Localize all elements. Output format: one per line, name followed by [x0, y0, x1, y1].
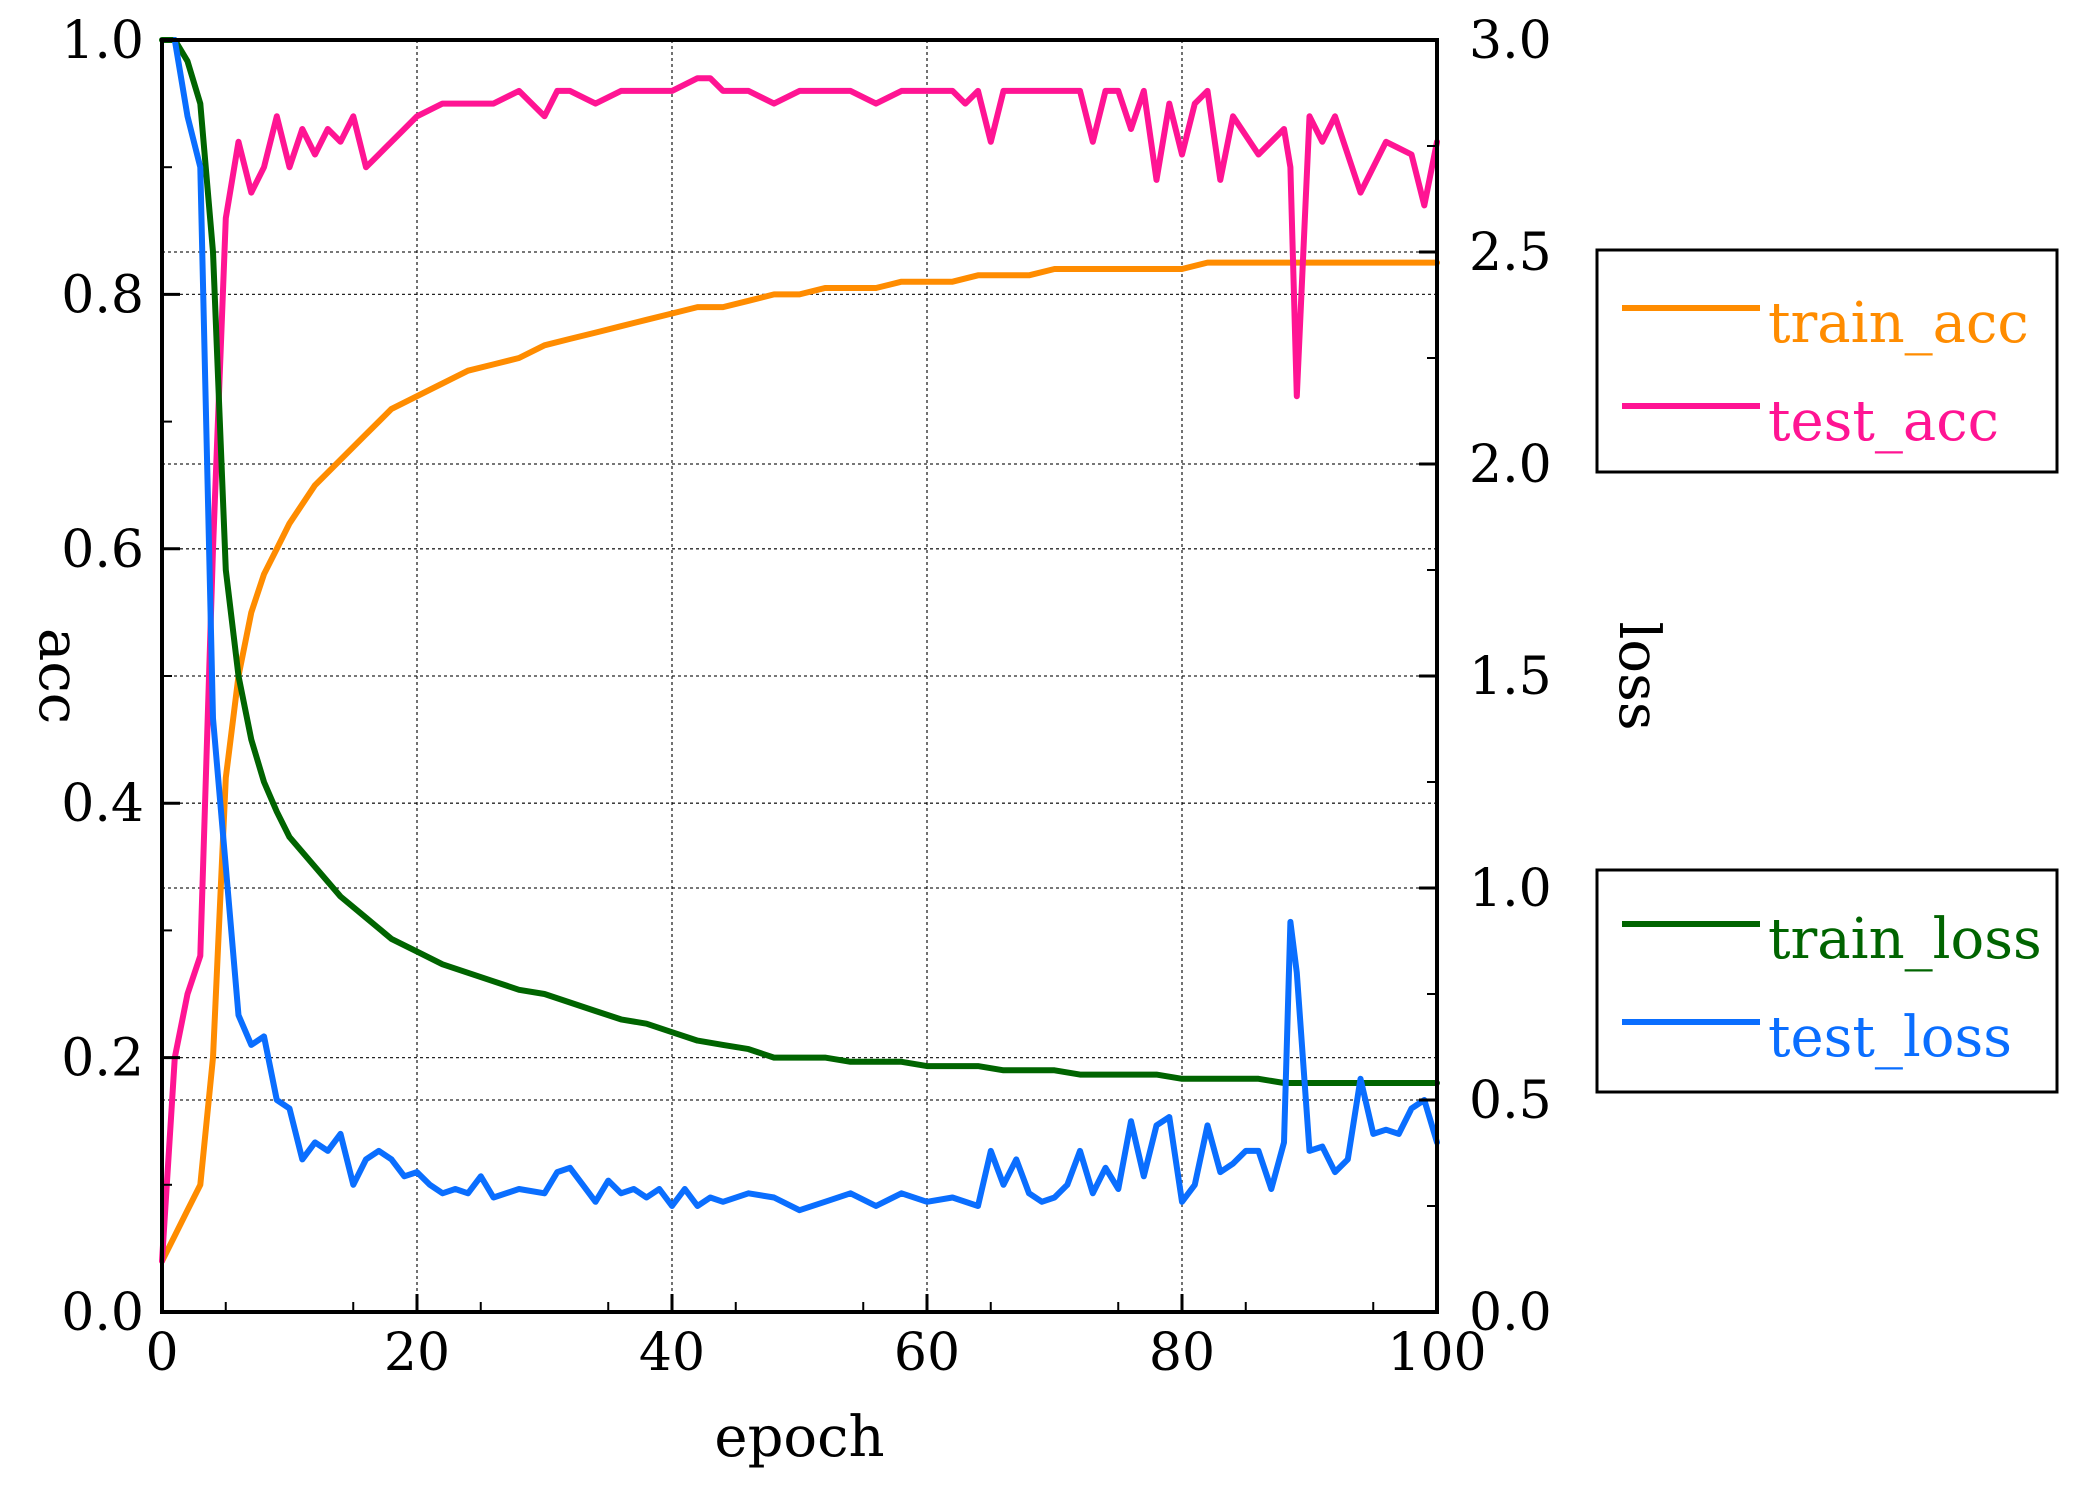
y-left-tick-label: 0.0: [61, 1283, 144, 1343]
y-left-tick-label: 0.8: [61, 265, 144, 325]
legend-label-train-loss: train_loss: [1768, 907, 2042, 972]
x-tick-label: 40: [639, 1323, 705, 1383]
x-tick-label: 100: [1387, 1323, 1486, 1383]
series-line-test-loss: [171, 37, 1440, 1214]
legend-loss: train_loss test_loss: [1595, 868, 2059, 1094]
legend-label-train-acc: train_acc: [1768, 291, 2029, 356]
x-tick-label: 20: [384, 1323, 450, 1383]
y-left-tick-label: 0.6: [61, 520, 144, 580]
y-right-tick-label: 2.0: [1469, 435, 1552, 495]
y-left-tick-label: 1.0: [61, 11, 144, 71]
right-axis-title: loss: [1606, 621, 1671, 730]
x-tick-label: 0: [145, 1323, 178, 1383]
y-right-tick-label: 3.0: [1469, 11, 1552, 71]
series-layer: [159, 37, 1440, 1265]
y-right-tick-label: 2.5: [1469, 223, 1552, 283]
x-tick-label: 80: [1149, 1323, 1215, 1383]
left-axis-title: acc: [26, 628, 91, 724]
legend-acc: train_acc test_acc: [1595, 248, 2059, 474]
series-line-train-acc: [159, 259, 1440, 1265]
y-right-tick-label: 1.5: [1469, 647, 1552, 707]
series-line-test-acc: [159, 75, 1440, 1265]
x-tick-label: 60: [894, 1323, 960, 1383]
y-right-tick-label: 0.5: [1469, 1071, 1552, 1131]
y-right-tick-label: 1.0: [1469, 859, 1552, 919]
x-axis-title: epoch: [714, 1405, 884, 1470]
legend-acc-box: [1595, 248, 2059, 474]
y-left-tick-label: 0.4: [61, 774, 144, 834]
grid: [162, 40, 1437, 1312]
ticks: 0 20 40 60 80 1000.00.20.40.60.81.00.00.51.01…: [61, 11, 1551, 1383]
y-right-tick-label: 0.0: [1469, 1283, 1552, 1343]
legend-label-test-loss: test_loss: [1768, 1005, 2012, 1070]
series-line-train-loss: [159, 37, 1440, 1086]
y-left-tick-label: 0.2: [61, 1029, 144, 1089]
legend-loss-box: [1595, 868, 2059, 1094]
legend-label-test-acc: test_acc: [1768, 389, 1999, 454]
